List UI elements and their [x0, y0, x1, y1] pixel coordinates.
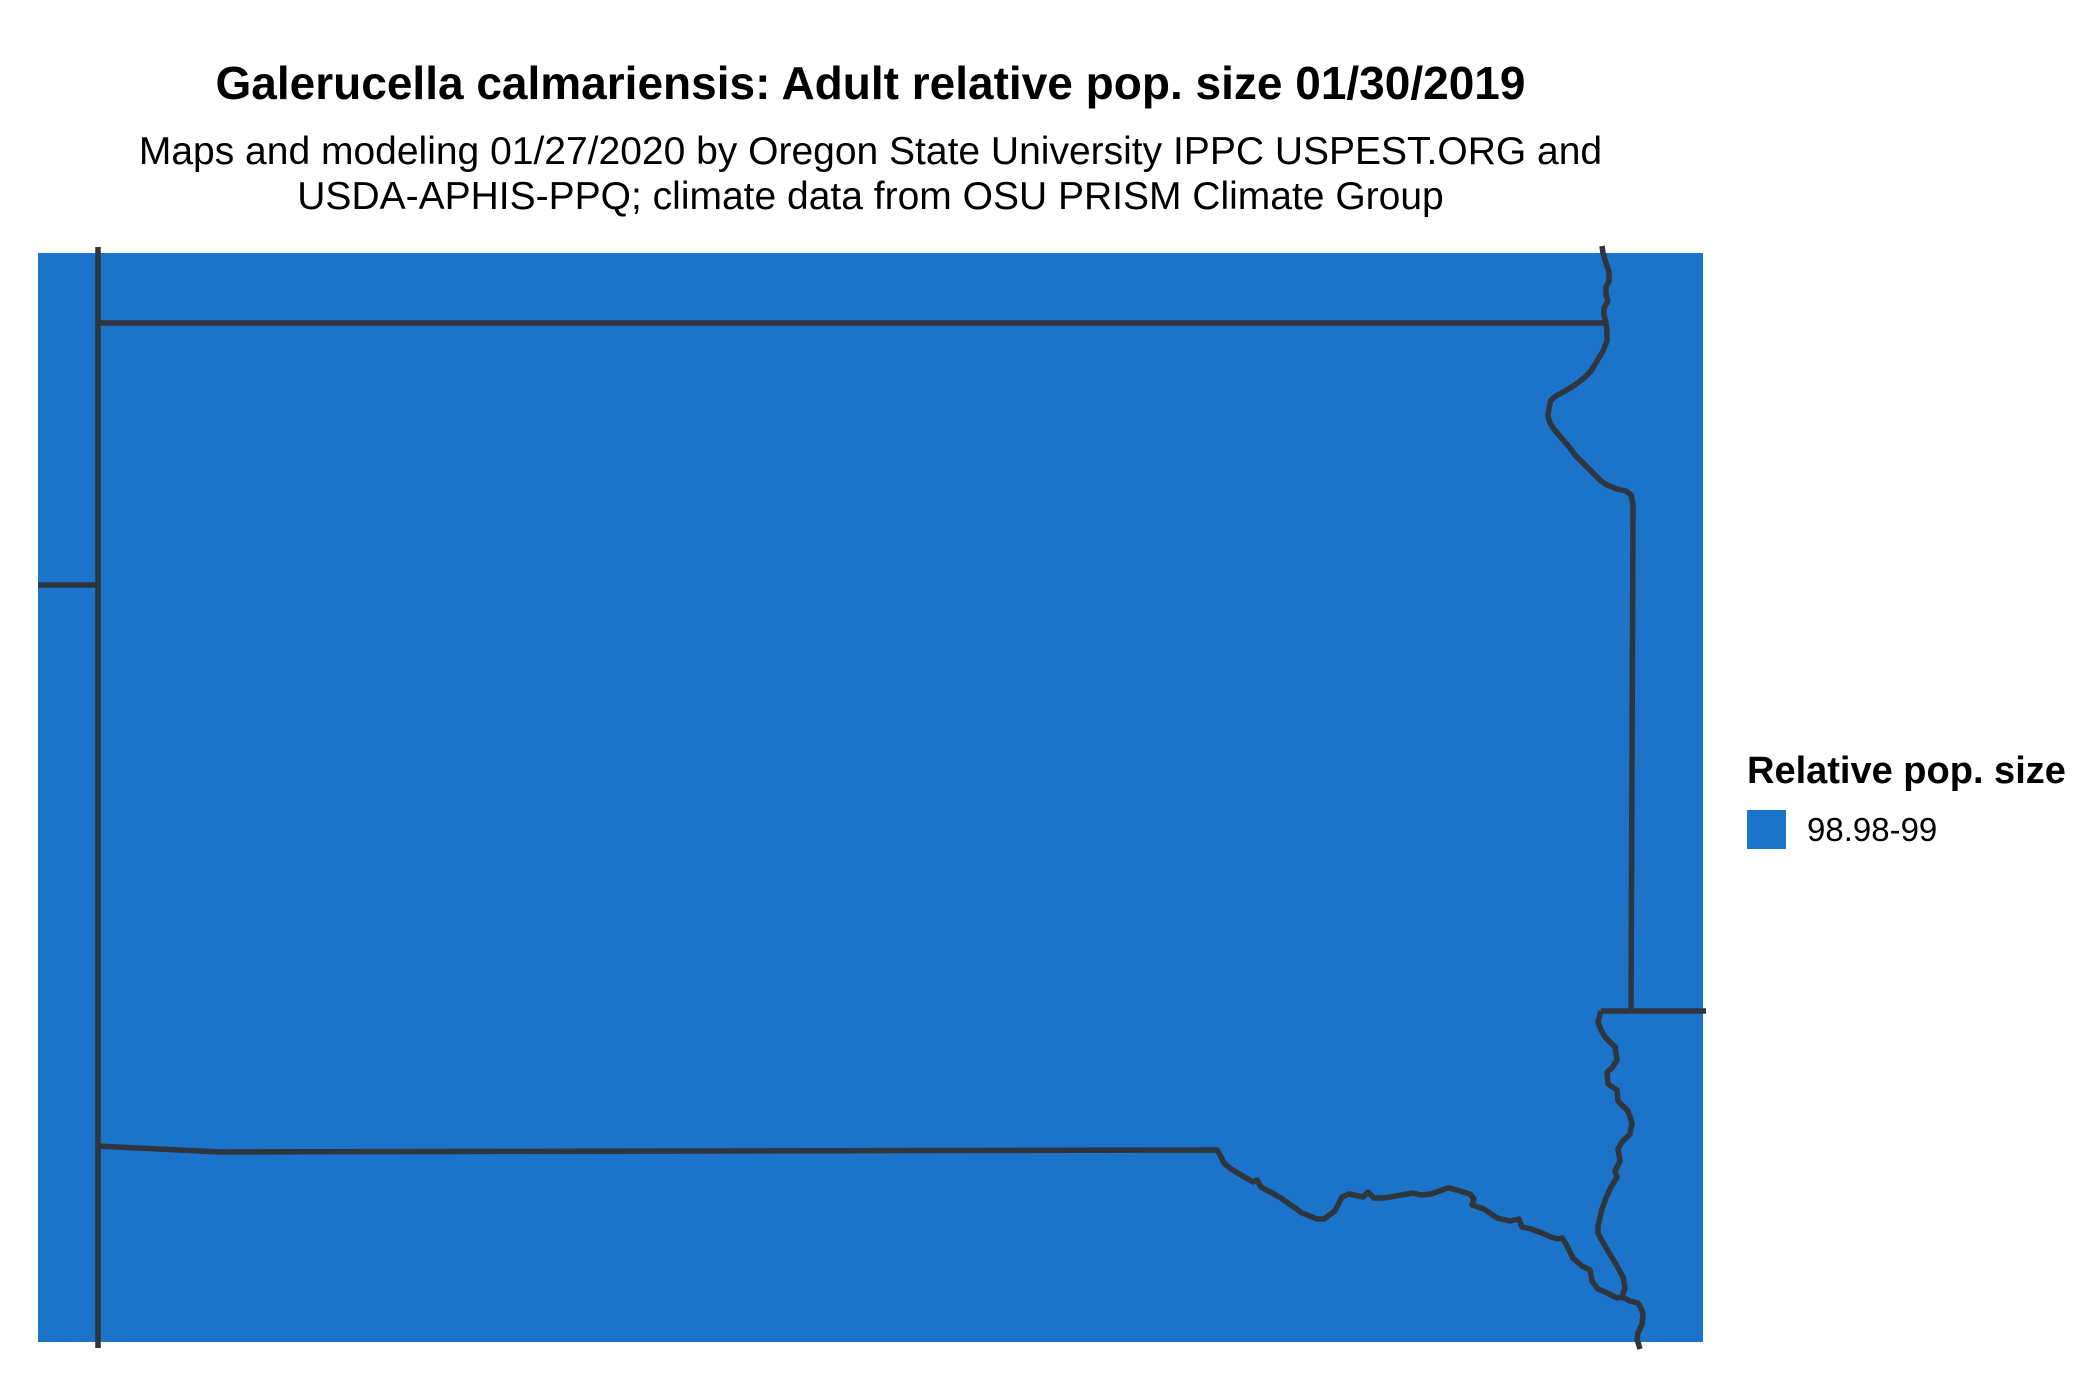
- legend-item: 98.98-99: [1747, 810, 2066, 849]
- legend-title: Relative pop. size: [1747, 750, 2066, 792]
- map-subtitle: Maps and modeling 01/27/2020 by Oregon S…: [0, 129, 1741, 219]
- figure-header: Galerucella calmariensis: Adult relative…: [0, 58, 1741, 219]
- legend: Relative pop. size 98.98-99: [1747, 750, 2066, 849]
- legend-swatch-color: [1747, 810, 1786, 849]
- map-subtitle-line1: Maps and modeling 01/27/2020 by Oregon S…: [138, 129, 1603, 173]
- border-river-outlet: [1620, 1294, 1646, 1350]
- legend-swatch-icon: [1747, 810, 1786, 849]
- state-borders: [38, 245, 1706, 1350]
- legend-label: 98.98-99: [1807, 810, 1938, 848]
- border-east-minnesota-line: [1545, 245, 1636, 1013]
- map-region-fill: [38, 253, 1703, 1342]
- map-title: Galerucella calmariensis: Adult relative…: [215, 57, 1526, 109]
- border-big-sioux-river: [1595, 1010, 1635, 1298]
- border-south-missouri-river: [96, 1143, 1623, 1301]
- map-subtitle-line2: USDA-APHIS-PPQ; climate data from OSU PR…: [297, 174, 1444, 218]
